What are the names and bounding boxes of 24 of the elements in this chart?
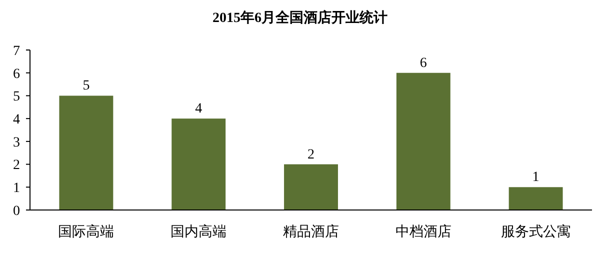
bar <box>59 96 114 210</box>
y-tick-label: 2 <box>13 158 20 174</box>
x-tick-label: 国内高端 <box>170 224 227 240</box>
y-tick-label: 3 <box>13 135 20 150</box>
bar <box>508 187 563 210</box>
y-tick-label: 1 <box>13 181 20 196</box>
bar <box>396 72 450 210</box>
x-tick-label: 中档酒店 <box>395 224 452 240</box>
data-label: 6 <box>420 56 427 71</box>
y-tick-label: 6 <box>13 66 20 82</box>
y-tick-label: 5 <box>13 90 20 105</box>
bar <box>284 164 338 210</box>
data-label: 4 <box>195 102 202 117</box>
data-label: 1 <box>532 170 540 186</box>
data-label: 2 <box>308 147 314 162</box>
x-tick-label: 国际高端 <box>58 224 114 240</box>
data-label: 5 <box>82 78 90 94</box>
chart-title: 2015年6月全国酒店开业统计 <box>212 9 388 26</box>
y-tick-label: 7 <box>13 44 20 59</box>
bar <box>172 118 226 210</box>
x-tick-label: 服务式公寓 <box>500 224 571 240</box>
y-tick-label: 0 <box>13 204 20 219</box>
y-tick-label: 4 <box>13 112 20 128</box>
x-tick-label: 精品酒店 <box>283 224 339 240</box>
